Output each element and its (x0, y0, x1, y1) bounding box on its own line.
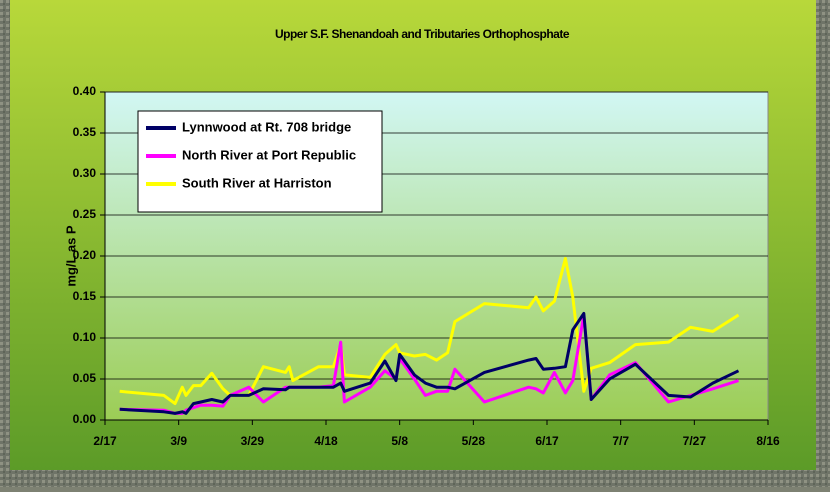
x-tick-label: 6/17 (535, 434, 559, 448)
y-tick-label: 0.30 (73, 166, 97, 180)
y-tick-label: 0.10 (73, 330, 97, 344)
x-tick-label: 7/7 (612, 434, 629, 448)
chart: Upper S.F. Shenandoah and Tributaries Or… (0, 0, 830, 487)
x-tick-label: 5/8 (391, 434, 408, 448)
legend-label: South River at Harriston (182, 175, 332, 190)
legend-label: Lynnwood at Rt. 708 bridge (182, 119, 351, 134)
y-tick-label: 0.15 (73, 289, 97, 303)
x-tick-label: 2/17 (93, 434, 117, 448)
x-tick-label: 3/29 (241, 434, 265, 448)
y-tick-label: 0.40 (73, 84, 97, 98)
y-tick-label: 0.05 (73, 371, 97, 385)
chart-title: Upper S.F. Shenandoah and Tributaries Or… (275, 27, 570, 41)
page: Upper S.F. Shenandoah and Tributaries Or… (0, 0, 830, 487)
y-tick-label: 0.25 (73, 207, 97, 221)
y-tick-label: 0.35 (73, 125, 97, 139)
y-tick-label: 0.20 (73, 248, 97, 262)
y-tick-label: 0.00 (73, 412, 97, 426)
x-tick-label: 4/18 (314, 434, 338, 448)
x-tick-label: 5/28 (462, 434, 486, 448)
x-tick-label: 3/9 (170, 434, 187, 448)
x-tick-label: 7/27 (683, 434, 707, 448)
legend-label: North River at Port Republic (182, 147, 356, 162)
x-tick-label: 8/16 (756, 434, 780, 448)
